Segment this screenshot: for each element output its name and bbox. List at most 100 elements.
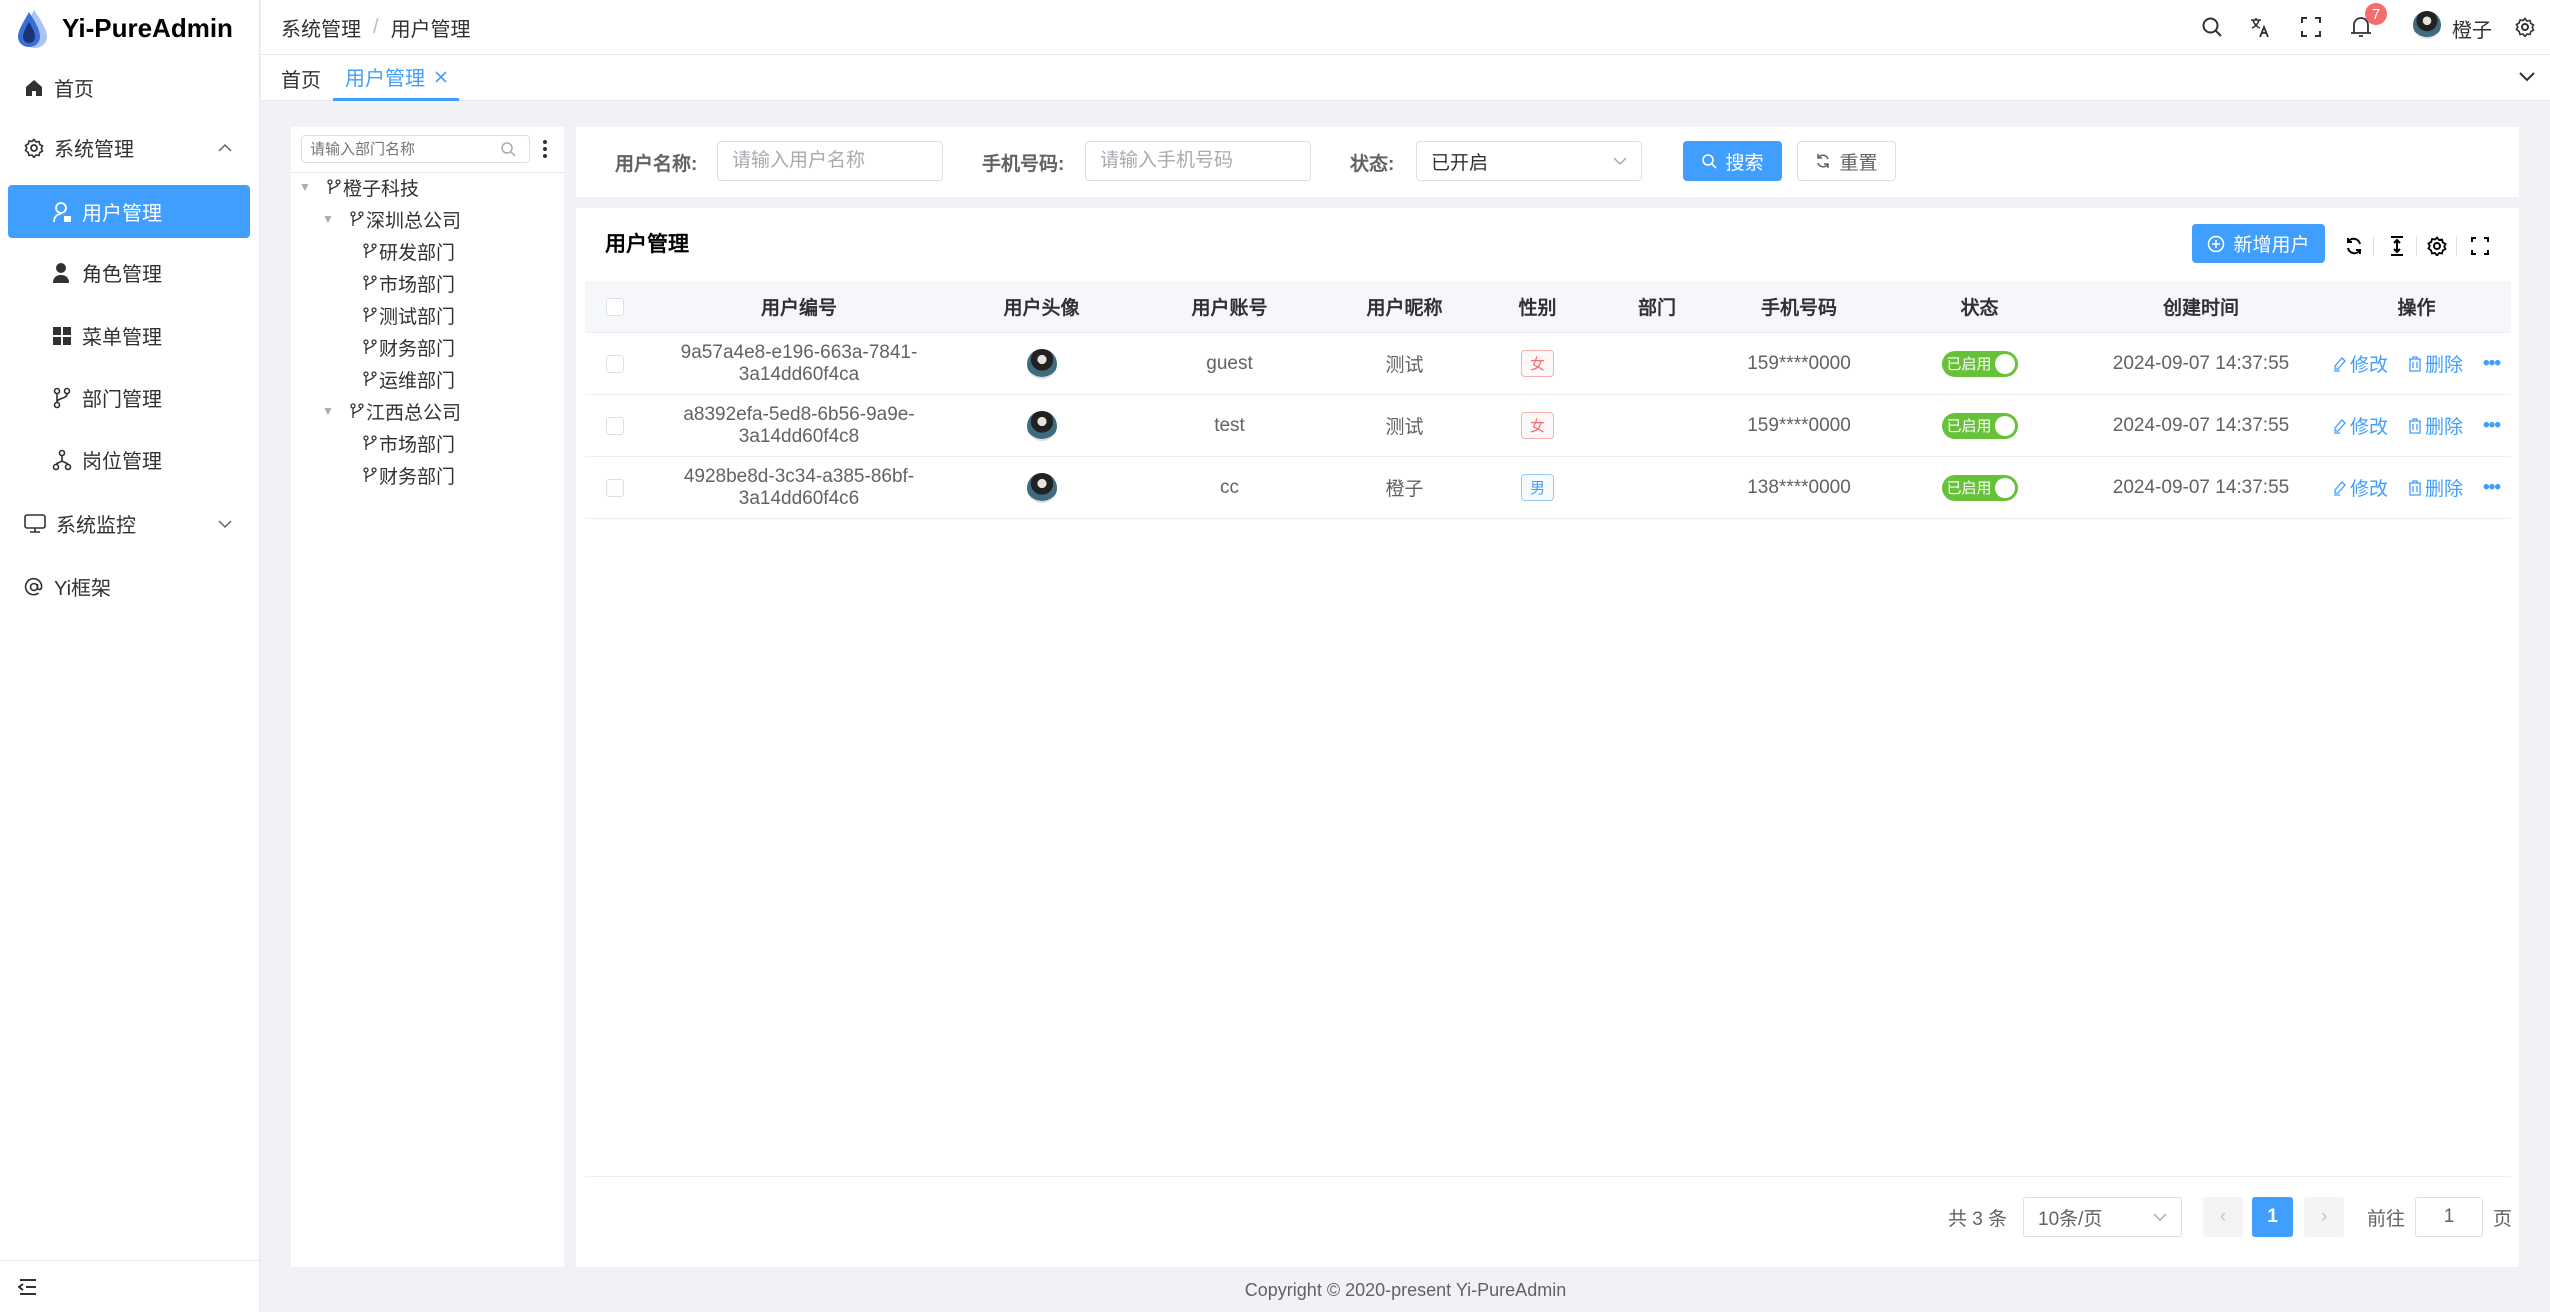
tree-node-label: 市场部门 bbox=[379, 274, 456, 296]
column-header: 用户账号 bbox=[1191, 298, 1268, 319]
avatar[interactable] bbox=[1026, 472, 1057, 503]
column-header: 用户昵称 bbox=[1366, 298, 1443, 319]
user-avatar[interactable] bbox=[2413, 11, 2441, 39]
settings-gear-icon[interactable] bbox=[2512, 14, 2538, 40]
caret-down-icon[interactable]: ▼ bbox=[322, 212, 334, 226]
avatar[interactable] bbox=[1026, 348, 1057, 379]
delete-button[interactable]: 删除 bbox=[2408, 350, 2463, 377]
row-actions: 修改 删除 ••• bbox=[2322, 412, 2511, 439]
tree-node[interactable]: ▼ 江西总公司 bbox=[322, 395, 461, 427]
row-density-icon[interactable] bbox=[2384, 233, 2410, 259]
sidebar-item-4[interactable]: 菜单管理 bbox=[8, 309, 250, 362]
delete-label: 删除 bbox=[2425, 355, 2464, 376]
divider bbox=[2373, 236, 2374, 256]
search-icon[interactable] bbox=[2199, 14, 2225, 40]
avatar[interactable] bbox=[1026, 410, 1057, 441]
sidebar-item-label: 系统监控 bbox=[56, 515, 136, 537]
status-select[interactable]: 已开启 bbox=[1416, 141, 1642, 181]
more-icon[interactable]: ••• bbox=[2483, 352, 2501, 374]
org-icon bbox=[52, 449, 72, 471]
tree-more-vertical-icon[interactable] bbox=[542, 139, 548, 159]
status-switch[interactable]: 已启用 bbox=[1941, 474, 2018, 501]
breadcrumb-item[interactable]: 系统管理 bbox=[281, 19, 361, 41]
close-icon[interactable] bbox=[435, 70, 447, 83]
goto-page-input[interactable]: 1 bbox=[2415, 1197, 2483, 1237]
tab-home[interactable]: 首页 bbox=[281, 55, 321, 101]
fullscreen-icon[interactable] bbox=[2467, 233, 2493, 259]
user-phone: 159****0000 bbox=[1747, 352, 1851, 374]
reset-button[interactable]: 重置 bbox=[1797, 141, 1896, 181]
more-icon[interactable]: ••• bbox=[2483, 476, 2501, 498]
department-search-input[interactable] bbox=[310, 140, 500, 158]
status-switch[interactable]: 已启用 bbox=[1941, 412, 2018, 439]
sidebar-item-0[interactable]: 首页 bbox=[8, 61, 250, 114]
select-all-checkbox[interactable] bbox=[585, 297, 645, 316]
sidebar-item-3[interactable]: 角色管理 bbox=[8, 246, 250, 299]
caret-down-icon[interactable]: ▼ bbox=[299, 180, 311, 194]
breadcrumb: 系统管理 / 用户管理 bbox=[281, 0, 471, 55]
username-input[interactable] bbox=[717, 141, 943, 181]
divider bbox=[291, 172, 564, 173]
gender-tag: 女 bbox=[1520, 350, 1554, 377]
plus-circle-icon bbox=[2207, 235, 2225, 253]
logo[interactable]: Yi-PureAdmin bbox=[14, 8, 233, 48]
page-button[interactable]: 1 bbox=[2252, 1197, 2293, 1237]
tree-node[interactable]: ▼ 橙子科技 bbox=[299, 171, 419, 203]
sidebar-item-6[interactable]: 岗位管理 bbox=[8, 433, 250, 486]
more-icon[interactable]: ••• bbox=[2483, 414, 2501, 436]
sidebar-item-7[interactable]: 系统监控 bbox=[8, 497, 250, 550]
home-icon bbox=[24, 78, 44, 98]
tree-node[interactable]: 财务部门 bbox=[345, 459, 455, 491]
add-user-button[interactable]: 新增用户 bbox=[2192, 224, 2325, 263]
search-button-label: 搜索 bbox=[1725, 152, 1764, 174]
delete-button[interactable]: 删除 bbox=[2408, 474, 2463, 501]
user-account: test bbox=[1214, 414, 1245, 436]
tree-node-label: 研发部门 bbox=[379, 242, 456, 264]
delete-label: 删除 bbox=[2425, 417, 2464, 438]
user-name[interactable]: 橙子 bbox=[2452, 20, 2492, 42]
user-account: guest bbox=[1206, 352, 1253, 374]
sidebar-item-5[interactable]: 部门管理 bbox=[8, 371, 250, 424]
delete-button[interactable]: 删除 bbox=[2408, 412, 2463, 439]
column-settings-gear-icon[interactable] bbox=[2424, 233, 2450, 259]
search-button[interactable]: 搜索 bbox=[1683, 141, 1782, 181]
sidebar-item-1[interactable]: 系统管理 bbox=[8, 121, 250, 174]
tree-node-label: 深圳总公司 bbox=[366, 210, 462, 232]
trash-icon bbox=[2408, 417, 2422, 434]
tree-node[interactable]: 研发部门 bbox=[345, 235, 455, 267]
next-page-button[interactable]: › bbox=[2304, 1197, 2344, 1237]
row-checkbox[interactable] bbox=[585, 478, 645, 497]
phone-input[interactable] bbox=[1085, 141, 1311, 181]
prev-page-button[interactable]: ‹ bbox=[2203, 1197, 2243, 1237]
tree-node[interactable]: 测试部门 bbox=[345, 299, 455, 331]
tree-node[interactable]: ▼ 深圳总公司 bbox=[322, 203, 461, 235]
chevron-right-icon: › bbox=[2320, 1206, 2328, 1227]
tree-node[interactable]: 市场部门 bbox=[345, 267, 455, 299]
sidebar-item-8[interactable]: Yi框架 bbox=[8, 560, 250, 613]
department-search[interactable] bbox=[301, 135, 530, 163]
chevron-down-icon bbox=[218, 519, 232, 529]
edit-button[interactable]: 修改 bbox=[2333, 350, 2388, 377]
divider bbox=[2416, 236, 2417, 256]
row-checkbox[interactable] bbox=[585, 416, 645, 435]
edit-button[interactable]: 修改 bbox=[2333, 412, 2388, 439]
edit-icon bbox=[2333, 480, 2347, 496]
tab-user-management[interactable]: 用户管理 bbox=[333, 55, 459, 101]
tabs-more-chevron-down-icon[interactable] bbox=[2518, 69, 2536, 83]
sidebar-item-2[interactable]: 用户管理 bbox=[8, 185, 250, 238]
collapse-sidebar-button[interactable] bbox=[0, 1260, 260, 1312]
translate-icon[interactable] bbox=[2247, 14, 2273, 40]
refresh-icon[interactable] bbox=[2341, 233, 2367, 259]
tree-node[interactable]: 财务部门 bbox=[345, 331, 455, 363]
tree-node[interactable]: 运维部门 bbox=[345, 363, 455, 395]
row-checkbox[interactable] bbox=[585, 354, 645, 373]
edit-button[interactable]: 修改 bbox=[2333, 474, 2388, 501]
fullscreen-icon[interactable] bbox=[2298, 14, 2324, 40]
row-actions: 修改 删除 ••• bbox=[2322, 350, 2511, 377]
status-switch[interactable]: 已启用 bbox=[1941, 350, 2018, 377]
tree-node[interactable]: 市场部门 bbox=[345, 427, 455, 459]
page-size-select[interactable]: 10条/页 bbox=[2023, 1197, 2182, 1237]
caret-down-icon[interactable]: ▼ bbox=[322, 404, 334, 418]
bell-icon[interactable] bbox=[2348, 14, 2374, 40]
trash-icon bbox=[2408, 479, 2422, 496]
